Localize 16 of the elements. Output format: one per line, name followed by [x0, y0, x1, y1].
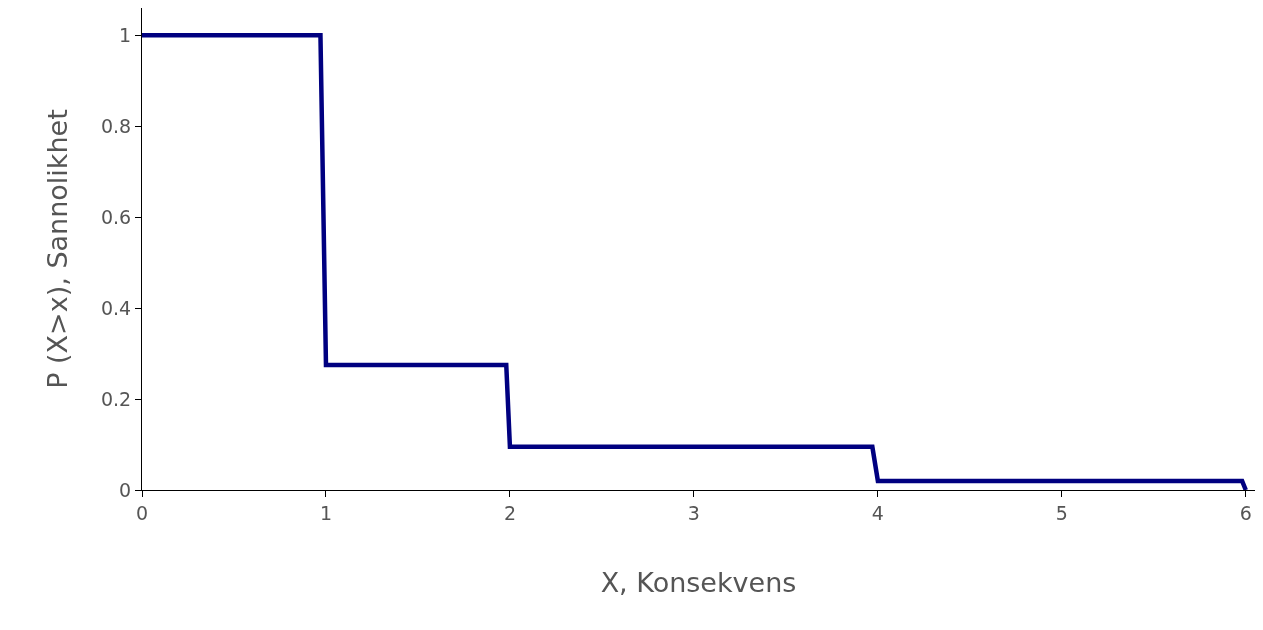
y-tick-label: 0: [119, 478, 132, 501]
y-tick-label: 0.6: [100, 205, 132, 228]
y-tick-label: 0.8: [100, 114, 132, 137]
x-tick-label: 3: [687, 501, 700, 524]
x-tick-label: 5: [1055, 501, 1068, 524]
y-tick-label: 1: [119, 23, 132, 46]
x-axis-title: X, Konsekvens: [600, 567, 797, 599]
x-tick-label: 2: [503, 501, 516, 524]
y-axis-title: P (X>x), Sannolikhet: [42, 109, 74, 389]
y-tick-label: 0.2: [100, 387, 132, 410]
x-tick-label: 0: [135, 501, 149, 524]
line-series: [142, 33, 1249, 490]
x-tick-label: 6: [1239, 501, 1252, 524]
y-tick-label: 0.4: [100, 296, 132, 319]
x-tick-label: 4: [871, 501, 884, 524]
x-tick-label: 1: [319, 501, 333, 524]
